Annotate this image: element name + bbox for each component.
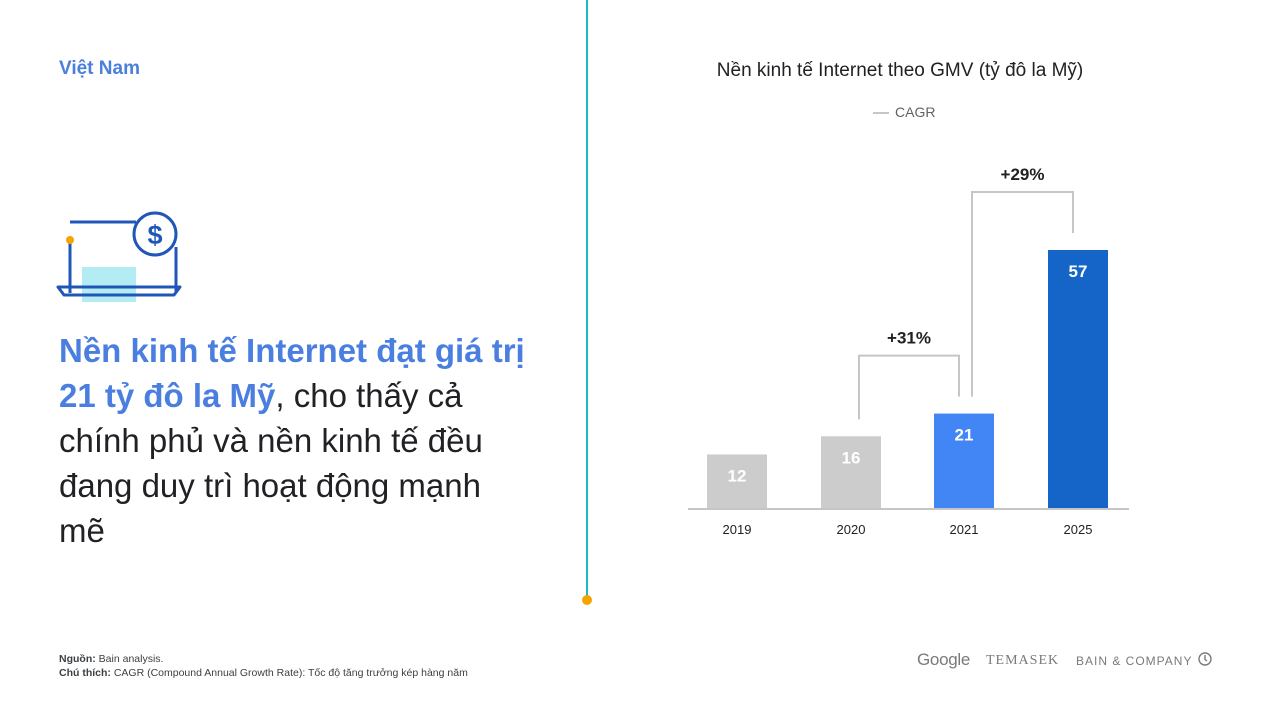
value-label-2021: 21 <box>955 426 974 445</box>
x-tick-2025: 2025 <box>1064 522 1093 537</box>
x-tick-2020: 2020 <box>837 522 866 537</box>
footnote-note: Chú thích: CAGR (Compound Annual Growth … <box>59 667 468 679</box>
bain-compass-icon <box>1198 652 1212 666</box>
headline-highlight: Nền kinh tế Internet đạt giá trị 21 tỷ đ… <box>59 332 525 414</box>
x-tick-2019: 2019 <box>723 522 752 537</box>
bar-2020 <box>821 436 881 509</box>
cagr-label-2021-2025: +29% <box>1001 165 1045 184</box>
headline: Nền kinh tế Internet đạt giá trị 21 tỷ đ… <box>59 328 529 553</box>
google-logo: Google <box>917 650 971 669</box>
country-label: Việt Nam <box>59 58 140 79</box>
headline-rest: , cho thấy cả chính phủ và nền kinh tế đ… <box>59 377 483 549</box>
legend-line-swatch <box>873 112 889 115</box>
chart-legend: CAGR <box>873 104 935 120</box>
footnote: Nguồn: Bain analysis. Chú thích: CAGR (C… <box>59 652 468 680</box>
svg-text:$: $ <box>147 220 162 250</box>
bar-2019 <box>707 454 767 509</box>
value-label-2025: 57 <box>1069 262 1088 281</box>
temasek-logo: TEMASEK <box>986 653 1060 668</box>
vertical-divider <box>586 0 588 600</box>
footnote-source: Nguồn: Bain analysis. <box>59 653 164 665</box>
value-label-2020: 16 <box>842 448 861 467</box>
bar-2021 <box>934 413 994 509</box>
bar-2025 <box>1048 250 1108 509</box>
cagr-bracket-2020-2021 <box>858 354 960 420</box>
x-tick-2021: 2021 <box>950 522 979 537</box>
legend-label: CAGR <box>895 104 936 120</box>
cagr-label-2020-2021: +31% <box>887 329 931 348</box>
bain-logo: BAIN & COMPANY <box>1076 654 1193 668</box>
value-label-2019: 12 <box>728 466 747 485</box>
chart-title: Nền kinh tế Internet theo GMV (tỷ đô la … <box>716 60 1084 81</box>
divider-dot <box>582 595 592 605</box>
laptop-dollar-icon: $ <box>56 211 182 302</box>
cagr-bracket-2021-2025 <box>971 191 1074 397</box>
